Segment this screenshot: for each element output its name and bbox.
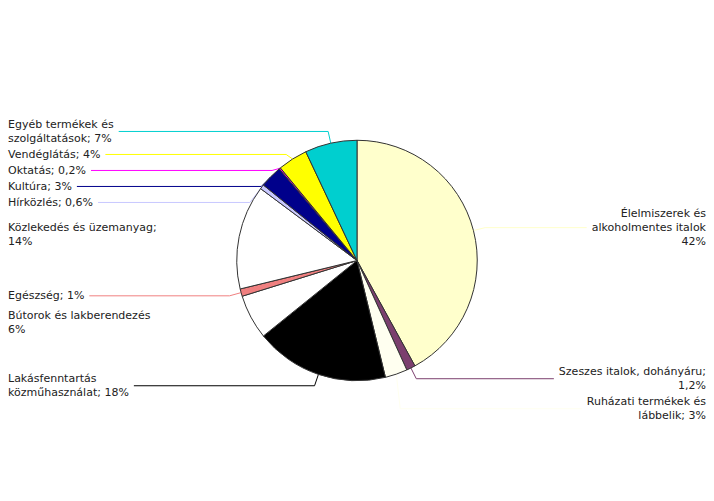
svg-text:lábbelik; 3%: lábbelik; 3%	[638, 409, 706, 422]
svg-text:14%: 14%	[8, 235, 32, 248]
svg-text:42%: 42%	[682, 235, 706, 248]
svg-text:Kultúra; 3%: Kultúra; 3%	[8, 180, 72, 193]
svg-text:Élelmiszerek és: Élelmiszerek és	[621, 207, 707, 220]
svg-text:Lakásfenntartás: Lakásfenntartás	[8, 372, 97, 385]
svg-text:Vendéglátás; 4%: Vendéglátás; 4%	[8, 148, 100, 161]
svg-text:1,2%: 1,2%	[678, 379, 706, 392]
svg-text:szolgáltatások; 7%: szolgáltatások; 7%	[8, 132, 112, 145]
svg-text:Oktatás; 0,2%: Oktatás; 0,2%	[8, 164, 86, 177]
svg-text:Bútorok és lakberendezés: Bútorok és lakberendezés	[8, 309, 151, 322]
svg-text:6%: 6%	[8, 323, 25, 336]
svg-text:közműhasználat; 18%: közműhasználat; 18%	[8, 386, 129, 399]
svg-text:Ruházati termékek és: Ruházati termékek és	[587, 395, 706, 408]
svg-text:Egyéb termékek és: Egyéb termékek és	[8, 118, 114, 131]
svg-text:Hírközlés; 0,6%: Hírközlés; 0,6%	[8, 196, 93, 209]
svg-text:Közlekedés és üzemanyag;: Közlekedés és üzemanyag;	[8, 221, 157, 234]
svg-text:alkoholmentes italok: alkoholmentes italok	[592, 221, 707, 234]
svg-text:Szeszes italok, dohányáru;: Szeszes italok, dohányáru;	[559, 365, 706, 378]
svg-text:Egészség; 1%: Egészség; 1%	[8, 289, 84, 302]
